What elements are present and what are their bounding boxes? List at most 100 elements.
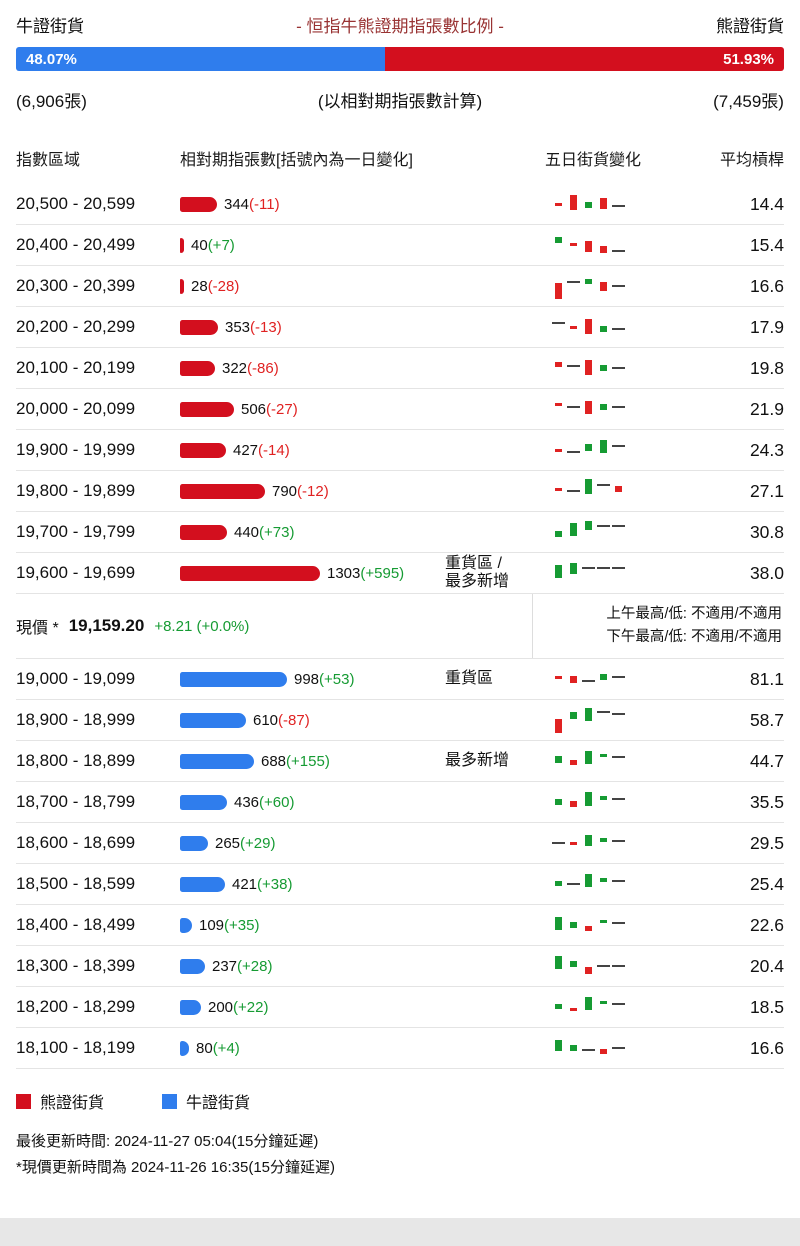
contracts-cell: 998(+53) xyxy=(180,671,445,688)
avg-leverage: 44.7 xyxy=(749,750,784,771)
five-day-change-chart xyxy=(551,664,629,694)
up-bar xyxy=(585,444,592,451)
contracts-change: (+4) xyxy=(212,1039,240,1057)
flat-dash xyxy=(597,525,610,527)
up-bar xyxy=(600,440,607,453)
down-bar xyxy=(600,198,607,209)
index-range: 20,300 - 20,399 xyxy=(16,276,136,295)
index-range: 18,500 - 18,599 xyxy=(16,874,136,893)
avg-leverage: 16.6 xyxy=(749,1037,784,1058)
table-row: 20,300 - 20,399 28(-28) 16.6 xyxy=(16,266,784,307)
contracts-value-group: 998(+53) xyxy=(294,671,354,688)
table-row: 18,600 - 18,699 265(+29) 29.5 xyxy=(16,823,784,864)
col-header-index-range: 指數區域 xyxy=(16,152,81,169)
up-bar xyxy=(555,565,562,578)
flat-dash xyxy=(612,525,625,527)
footer: 最後更新時間: 2024-11-27 05:04(15分鐘延遲) *現價更新時間… xyxy=(16,1129,784,1181)
flat-dash xyxy=(552,842,565,844)
contracts-value-group: 427(-14) xyxy=(233,442,290,459)
table-row: 18,900 - 18,999 610(-87) 58.7 xyxy=(16,700,784,741)
contracts-value-group: 344(-11) xyxy=(224,196,280,213)
contracts-bar xyxy=(180,442,226,458)
down-bar xyxy=(570,243,577,246)
avg-leverage: 16.6 xyxy=(749,275,784,296)
contracts-value: 109 xyxy=(199,916,225,934)
index-range: 18,900 - 18,999 xyxy=(16,710,136,729)
contracts-value: 610 xyxy=(253,711,279,729)
flat-dash xyxy=(582,1049,595,1051)
up-bar xyxy=(600,796,607,800)
table-row: 20,000 - 20,099 506(-27) 21.9 xyxy=(16,389,784,430)
five-day-change-chart xyxy=(551,517,629,547)
index-range: 18,100 - 18,199 xyxy=(16,1038,136,1057)
contract-counts-row: (6,906張) (以相對期指張數計算) (7,459張) xyxy=(16,87,784,112)
index-range: 19,000 - 19,099 xyxy=(16,669,136,688)
contracts-value: 265 xyxy=(215,834,241,852)
up-bar xyxy=(555,1004,562,1009)
legend-bear-label: 熊證街貨 xyxy=(40,1095,105,1112)
zone-tag: 最多新增 xyxy=(445,751,510,769)
contracts-value: 200 xyxy=(208,998,234,1016)
col-header-contracts: 相對期指張數[括號內為一日變化] xyxy=(180,152,413,169)
flat-dash xyxy=(612,1047,625,1049)
flat-dash xyxy=(612,676,625,678)
flat-dash xyxy=(582,680,595,682)
contracts-value-group: 790(-12) xyxy=(272,483,329,500)
bull-ratio-pct: 48.07% xyxy=(26,50,77,68)
five-day-change-chart xyxy=(551,910,629,940)
down-bar xyxy=(570,676,577,683)
contracts-cell: 237(+28) xyxy=(180,958,445,975)
contracts-value: 28 xyxy=(191,277,208,295)
index-range: 18,700 - 18,799 xyxy=(16,792,136,811)
avg-leverage: 17.9 xyxy=(749,316,784,337)
down-bar xyxy=(585,401,592,414)
contracts-cell: 353(-13) xyxy=(180,319,445,336)
up-bar xyxy=(600,878,607,882)
up-bar xyxy=(585,479,592,494)
flat-dash xyxy=(567,281,580,283)
down-bar xyxy=(600,282,607,291)
current-price-value: 19,159.20 xyxy=(68,616,145,635)
five-day-change-chart xyxy=(551,705,629,735)
contracts-bar xyxy=(180,958,205,974)
table-row: 20,500 - 20,599 344(-11) 14.4 xyxy=(16,184,784,225)
up-bar xyxy=(570,563,577,574)
contracts-cell: 421(+38) xyxy=(180,876,445,893)
contracts-change: (+60) xyxy=(259,793,295,811)
avg-leverage: 18.5 xyxy=(749,996,784,1017)
five-day-change-chart xyxy=(551,1033,629,1063)
avg-leverage: 35.5 xyxy=(749,791,784,812)
current-price-label: 現價 * xyxy=(16,620,59,637)
bull-outstanding-label: 牛證街貨 xyxy=(16,17,84,36)
contracts-cell: 109(+35) xyxy=(180,917,445,934)
contracts-change: (-12) xyxy=(297,482,329,500)
contracts-change: (+73) xyxy=(259,523,295,541)
up-bar xyxy=(555,917,562,930)
bull-rows-section: 19,000 - 19,099 998(+53) 重貨區 81.1 18,900… xyxy=(16,659,784,1069)
contracts-value-group: 436(+60) xyxy=(234,794,294,811)
legend-bull-label: 牛證街貨 xyxy=(186,1095,251,1112)
flat-dash xyxy=(567,490,580,492)
contracts-bar xyxy=(180,835,208,851)
contracts-value-group: 353(-13) xyxy=(225,319,282,336)
down-bar xyxy=(555,488,562,491)
up-bar xyxy=(585,792,592,806)
contracts-bar xyxy=(180,196,217,212)
col-header-avg-leverage: 平均槓桿 xyxy=(719,152,784,169)
five-day-change-chart xyxy=(551,435,629,465)
contracts-bar xyxy=(180,917,192,933)
contracts-value: 427 xyxy=(233,441,259,459)
legend-item-bull: 牛證街貨 xyxy=(162,1089,250,1113)
contracts-bar xyxy=(180,565,320,581)
bear-swatch-icon xyxy=(16,1093,31,1109)
contracts-value-group: 610(-87) xyxy=(253,712,310,729)
contracts-cell: 688(+155) xyxy=(180,753,445,770)
contracts-bar xyxy=(180,319,218,335)
legend-item-bear: 熊證街貨 xyxy=(16,1089,104,1113)
contracts-value: 506 xyxy=(241,400,267,418)
contracts-cell: 436(+60) xyxy=(180,794,445,811)
table-row: 19,000 - 19,099 998(+53) 重貨區 81.1 xyxy=(16,659,784,700)
zone-tag: 重貨區 xyxy=(445,669,494,687)
table-row: 19,600 - 19,699 1303(+595) 重貨區 / 最多新增 38… xyxy=(16,553,784,594)
contracts-change: (-28) xyxy=(207,277,240,295)
